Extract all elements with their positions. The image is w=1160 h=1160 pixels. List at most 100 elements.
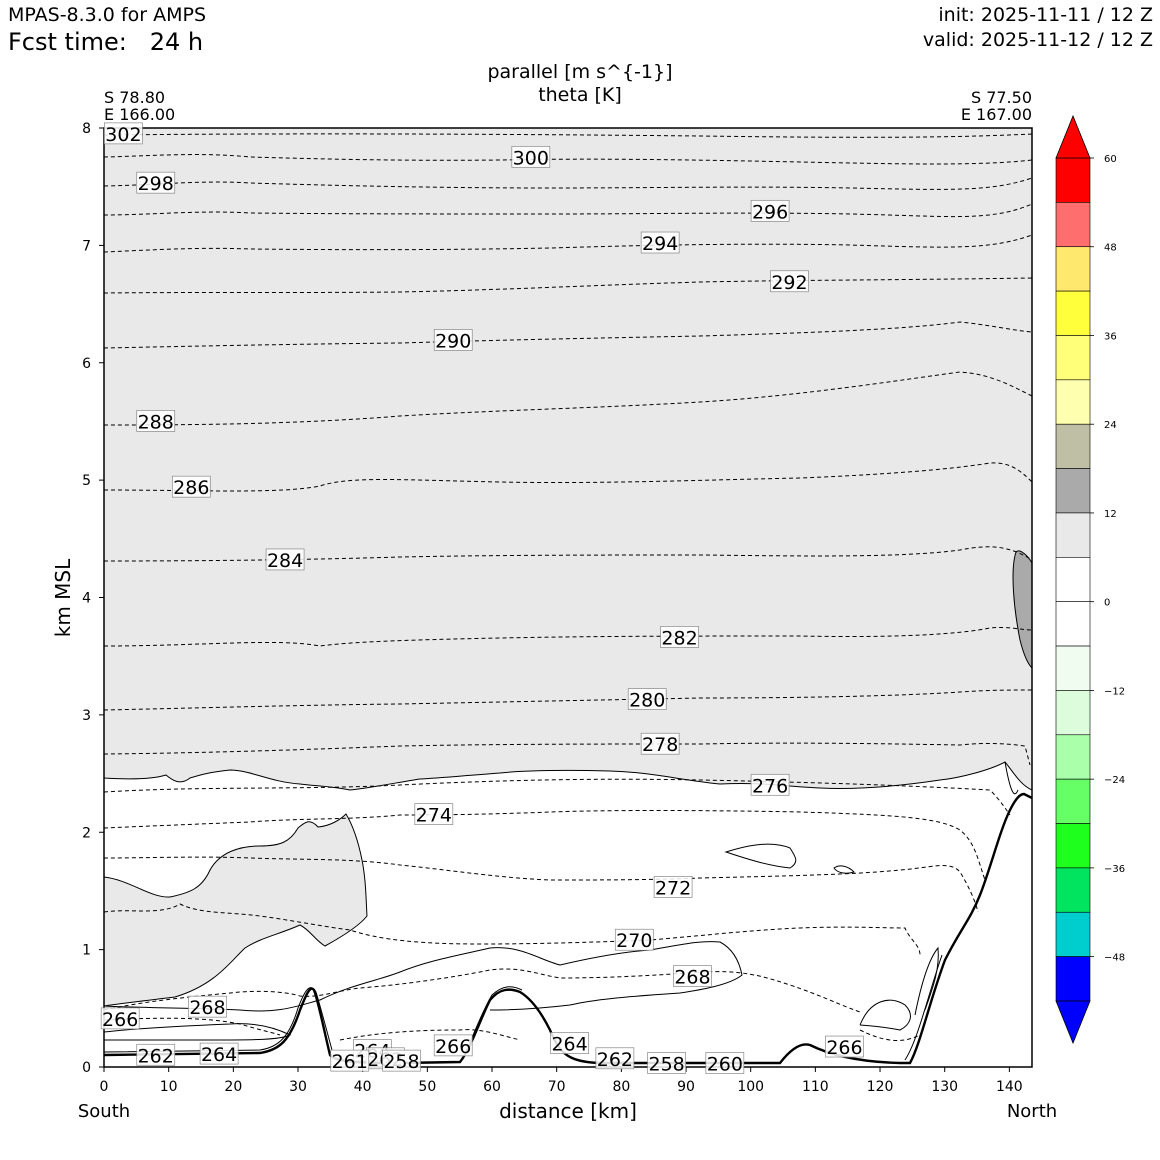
colorbar-bin <box>1055 690 1091 736</box>
theta-contour-label: 288 <box>136 410 176 433</box>
y-tick-label: 6 <box>82 356 91 372</box>
contour-label-text: 264 <box>201 1044 237 1066</box>
colorbar-tick-label: 36 <box>1104 331 1117 342</box>
colorbar-bin <box>1055 512 1091 558</box>
theta-contour <box>104 856 979 913</box>
contour-label-box <box>640 231 680 254</box>
theta-contour <box>104 626 1032 647</box>
contour-label-text: 288 <box>138 411 174 433</box>
y-tick-label: 5 <box>82 473 91 489</box>
theta-contour <box>104 462 1032 492</box>
valid-time: valid: 2025-11-12 / 12 Z <box>922 29 1153 51</box>
x-tick-label: 100 <box>737 1079 764 1095</box>
colorbar-tick-label: 48 <box>1104 243 1117 254</box>
theta-contour-label: 262 <box>595 1047 635 1071</box>
contour-label-text: 266 <box>102 1009 138 1031</box>
contour-label-box <box>433 329 473 351</box>
theta-contour-label: 258 <box>382 1049 421 1073</box>
left-endpoint-lon: E 166.00 <box>104 105 175 124</box>
contour-label-box <box>433 1034 473 1057</box>
right-endpoint-lon: E 167.00 <box>961 105 1032 124</box>
y-axis: 0 1 2 3 4 5 6 7 8 <box>82 121 104 1076</box>
contour-label-text: 266 <box>826 1037 862 1059</box>
theta-contour <box>859 1029 921 1041</box>
contour-label-text: 272 <box>655 877 691 899</box>
contour-label-box <box>595 1047 635 1070</box>
contour-label-box <box>382 1049 421 1072</box>
forecast-time-value: 24 h <box>149 28 204 56</box>
theta-contour-labels: 302 300 298 296 294 292 290 288 286 284 282 280 278 2… <box>100 122 864 1075</box>
theta-contour-label: 280 <box>627 688 667 712</box>
colorbar-bin <box>1055 601 1091 647</box>
theta-contour-label: 261 <box>330 1049 370 1073</box>
contour-label-text: 270 <box>616 930 652 952</box>
contour-label-text: 268 <box>674 967 710 989</box>
colorbar-bin <box>1055 911 1091 957</box>
contour-label-box <box>100 1007 140 1030</box>
theta-contour-label: 290 <box>433 329 473 352</box>
contour-label-text: 296 <box>752 201 788 223</box>
wind-contour-line <box>914 946 939 1016</box>
theta-contour-label: 262 <box>136 1043 176 1067</box>
contour-label-box <box>511 145 551 168</box>
south-label: South <box>78 1101 130 1122</box>
theta-contour <box>104 234 1032 253</box>
theta-contour-label: 284 <box>265 548 305 572</box>
contour-label-text: 290 <box>435 330 471 352</box>
contour-label-text: 262 <box>597 1049 633 1071</box>
theta-contour <box>339 1029 521 1041</box>
x-axis-label: distance [km] <box>499 1099 637 1123</box>
colorbar-bin <box>1055 645 1091 691</box>
contour-label-box <box>171 475 211 498</box>
contour-label-text: 284 <box>267 550 303 572</box>
contour-label-box <box>640 732 680 755</box>
contour-label-text: 278 <box>642 734 678 756</box>
contour-label-box <box>188 995 227 1018</box>
forecast-time: Fcst time: 24 h <box>8 28 203 56</box>
contour-label-text: 268 <box>189 997 225 1019</box>
colorbar-tick-label: 60 <box>1104 154 1117 165</box>
theta-contour-label: 296 <box>750 199 790 223</box>
contour-label-box <box>136 171 176 194</box>
theta-contour-label: 294 <box>640 231 680 255</box>
theta-contour-label: 276 <box>750 773 790 797</box>
x-tick-label: 0 <box>100 1079 109 1095</box>
theta-contour <box>104 810 986 881</box>
contour-label-text: 280 <box>629 690 665 712</box>
contour-label-box <box>770 270 809 293</box>
theta-contour <box>104 133 1032 138</box>
wind-shading-right-blob <box>1012 550 1032 669</box>
colorbar-bin <box>1055 778 1091 824</box>
y-tick-label: 1 <box>82 943 91 959</box>
x-tick-label: 20 <box>224 1079 242 1095</box>
colorbar-bin <box>1055 423 1091 469</box>
x-tick-label: 10 <box>160 1079 178 1095</box>
y-tick-label: 0 <box>82 1060 91 1076</box>
wind-contour-line <box>104 941 743 1012</box>
theta-contour <box>104 177 1032 190</box>
right-endpoint-lat: S 77.50 <box>971 88 1032 107</box>
contour-label-text: 258 <box>648 1053 684 1075</box>
contour-label-text: 276 <box>752 775 788 797</box>
north-label: North <box>1007 1101 1057 1122</box>
colorbar-tick-label: −36 <box>1104 864 1125 875</box>
contour-label-box <box>660 626 699 648</box>
contour-label-text: 292 <box>771 272 807 294</box>
contour-label-box <box>750 199 790 222</box>
x-tick-label: 110 <box>802 1079 829 1095</box>
colorbar-tick-label: 0 <box>1104 598 1110 609</box>
contour-label-box <box>825 1035 864 1058</box>
theta-contour-label: 286 <box>171 475 211 499</box>
contour-label-box <box>705 1052 745 1074</box>
y-axis-label: km MSL <box>51 558 75 637</box>
theta-contour-label: 266 <box>433 1034 473 1058</box>
wind-shading-upper <box>104 128 1032 791</box>
theta-contour <box>104 203 1032 218</box>
colorbar-tick-label: −24 <box>1104 775 1125 786</box>
colorbar-tick-label: −48 <box>1104 953 1125 964</box>
chart-title: parallel [m s^{-1}] <box>487 61 672 83</box>
theta-contour-label: 300 <box>511 145 551 169</box>
left-endpoint-lat: S 78.80 <box>104 88 165 107</box>
wind-contour-line <box>859 999 911 1031</box>
